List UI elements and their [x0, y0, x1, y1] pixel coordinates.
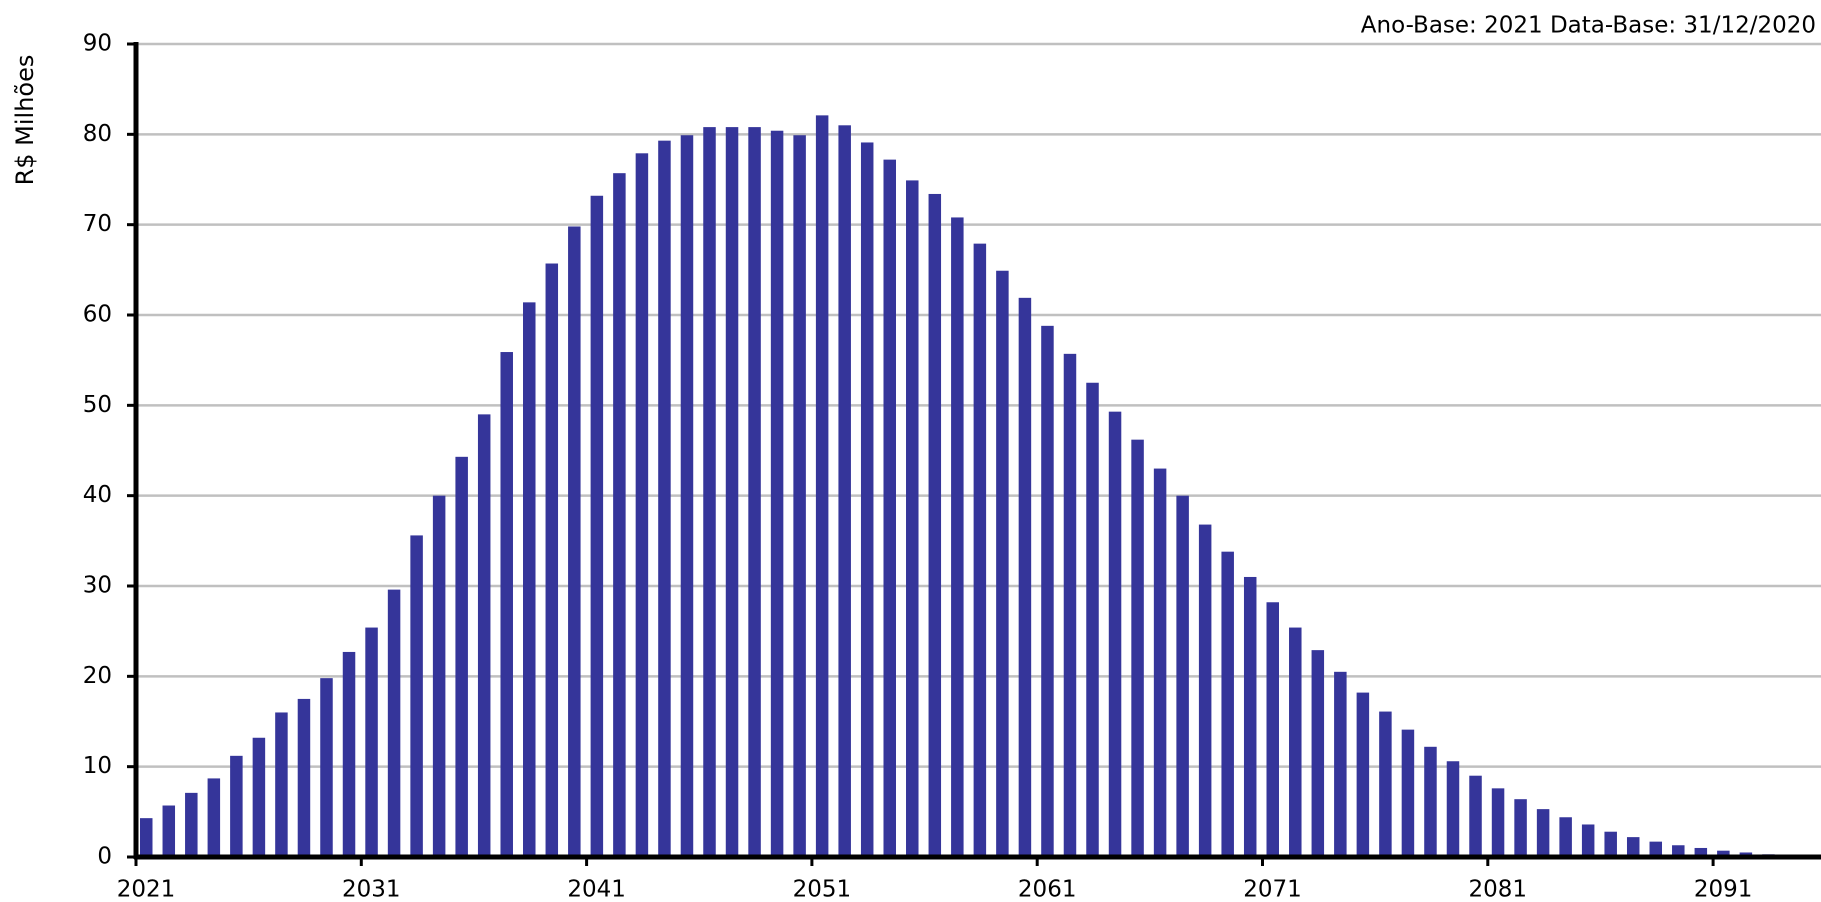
y-tick-label: 60	[83, 302, 112, 328]
bar	[1356, 692, 1370, 857]
bar	[252, 737, 266, 857]
y-tick-label: 0	[97, 844, 112, 870]
bar	[1243, 576, 1257, 857]
bar	[387, 589, 401, 857]
y-tick-label: 50	[83, 392, 112, 418]
bar	[1041, 325, 1054, 858]
bar	[996, 270, 1009, 857]
bar	[1289, 627, 1302, 857]
bar	[725, 127, 739, 857]
x-tick-label: 2041	[567, 877, 626, 902]
bar	[1221, 551, 1234, 857]
bar	[1108, 411, 1122, 857]
bar	[635, 153, 649, 857]
x-tick-label: 2091	[1694, 877, 1753, 902]
bar	[342, 651, 356, 857]
bar	[613, 173, 626, 858]
bar	[1717, 850, 1730, 857]
y-axis-label: R$ Milhões	[11, 55, 39, 186]
bar	[906, 180, 919, 858]
y-tick-label: 70	[83, 211, 112, 237]
bar	[523, 302, 536, 857]
bar	[477, 414, 491, 857]
y-tick-label: 40	[83, 482, 112, 508]
bar	[1604, 831, 1617, 857]
bar	[1626, 837, 1640, 857]
bar	[883, 159, 896, 858]
bar	[1334, 671, 1347, 857]
x-tick-label: 2071	[1243, 877, 1302, 902]
y-tick-label: 90	[83, 31, 112, 57]
bar	[1086, 382, 1099, 857]
bar	[1446, 761, 1460, 857]
bar	[568, 226, 581, 857]
bar	[1266, 602, 1279, 857]
bar	[590, 195, 604, 857]
bar	[770, 130, 784, 858]
x-tick-label: 2031	[342, 877, 401, 902]
x-tick-label: 2081	[1469, 877, 1528, 902]
bar	[432, 495, 446, 857]
bar	[1491, 788, 1505, 857]
bar	[815, 115, 829, 857]
bar	[140, 818, 153, 857]
bar	[860, 142, 874, 858]
chart-subtitle: Ano-Base: 2021 Data-Base: 31/12/2020	[1361, 13, 1816, 39]
bar	[1401, 729, 1415, 857]
bar	[1559, 817, 1572, 857]
bar	[1198, 524, 1212, 857]
bar	[1424, 746, 1437, 857]
bar	[973, 243, 987, 858]
bar	[1131, 439, 1144, 857]
bar	[162, 805, 176, 857]
bar	[1514, 799, 1527, 857]
x-tick-label: 2021	[117, 877, 176, 902]
bar	[1649, 841, 1663, 857]
bar	[928, 193, 942, 857]
bar	[1694, 847, 1708, 857]
bar	[410, 535, 423, 857]
bar	[680, 135, 694, 857]
y-tick-label: 80	[83, 121, 112, 147]
bar	[275, 712, 288, 857]
bar	[658, 140, 671, 857]
bar	[1672, 845, 1685, 857]
bar	[1581, 824, 1595, 857]
bar	[1311, 650, 1325, 857]
bar	[500, 352, 513, 857]
bar	[951, 217, 964, 857]
x-tick-label: 2051	[793, 877, 852, 902]
y-tick-label: 10	[83, 753, 112, 779]
bar	[320, 678, 333, 857]
bar	[230, 755, 243, 857]
bar	[748, 127, 761, 857]
bar	[703, 127, 716, 857]
x-tick-label: 2061	[1018, 877, 1077, 902]
bar	[297, 698, 311, 857]
bar	[1536, 809, 1550, 857]
bar	[793, 135, 806, 857]
bar	[1379, 711, 1392, 857]
bar	[455, 456, 468, 857]
bar	[545, 263, 559, 857]
bar	[1063, 353, 1077, 857]
bar	[1469, 775, 1482, 857]
bar	[838, 125, 851, 858]
y-tick-label: 30	[83, 573, 112, 599]
bar	[365, 627, 378, 857]
bar	[185, 792, 198, 857]
y-tick-label: 20	[83, 663, 112, 689]
bar	[1176, 495, 1189, 857]
bar	[207, 778, 221, 857]
bar	[1018, 297, 1032, 857]
bar	[1153, 468, 1167, 857]
